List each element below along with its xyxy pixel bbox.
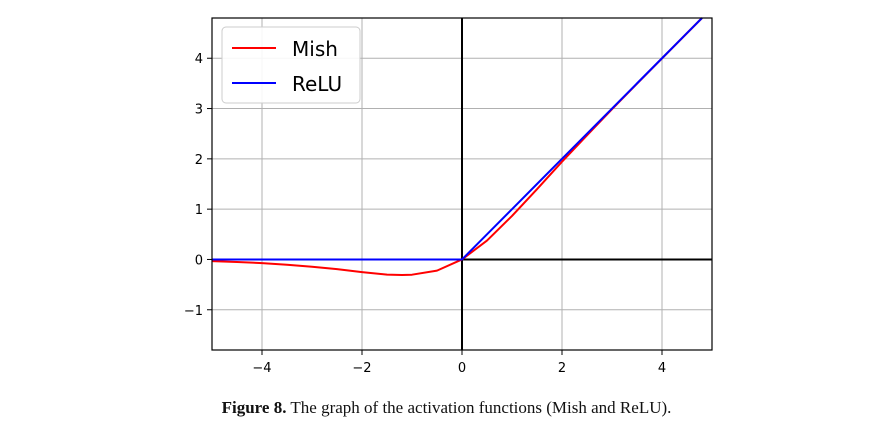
y-tick-label: 4 <box>195 52 203 67</box>
y-axis-ticks: −1 0 1 2 3 4 <box>184 52 212 319</box>
legend-relu-label: ReLU <box>292 72 342 96</box>
y-tick-label: 0 <box>195 253 203 268</box>
series-line-relu <box>212 17 703 261</box>
y-tick-label: 3 <box>195 103 203 118</box>
x-tick-label: 2 <box>558 361 566 376</box>
x-tick-label: 0 <box>458 361 466 376</box>
series-lines <box>211 17 703 276</box>
y-tick-label: 2 <box>195 153 203 168</box>
legend: Mish ReLU <box>221 26 361 104</box>
x-axis-ticks: −4 −2 0 2 4 <box>252 350 666 376</box>
x-tick-label: −2 <box>352 361 371 376</box>
y-tick-label: 1 <box>195 203 203 218</box>
y-tick-label: −1 <box>184 304 203 319</box>
figure-caption-label: Figure 8. <box>221 398 287 417</box>
figure-caption: Figure 8. The graph of the activation fu… <box>0 398 893 418</box>
x-tick-label: 4 <box>658 361 666 376</box>
chart: −4 −2 0 2 4 −1 0 1 2 3 4 Mish ReLU <box>184 17 713 376</box>
x-tick-label: −4 <box>252 361 271 376</box>
figure-caption-text: The graph of the activation functions (M… <box>290 398 672 417</box>
legend-mish-label: Mish <box>292 37 338 61</box>
